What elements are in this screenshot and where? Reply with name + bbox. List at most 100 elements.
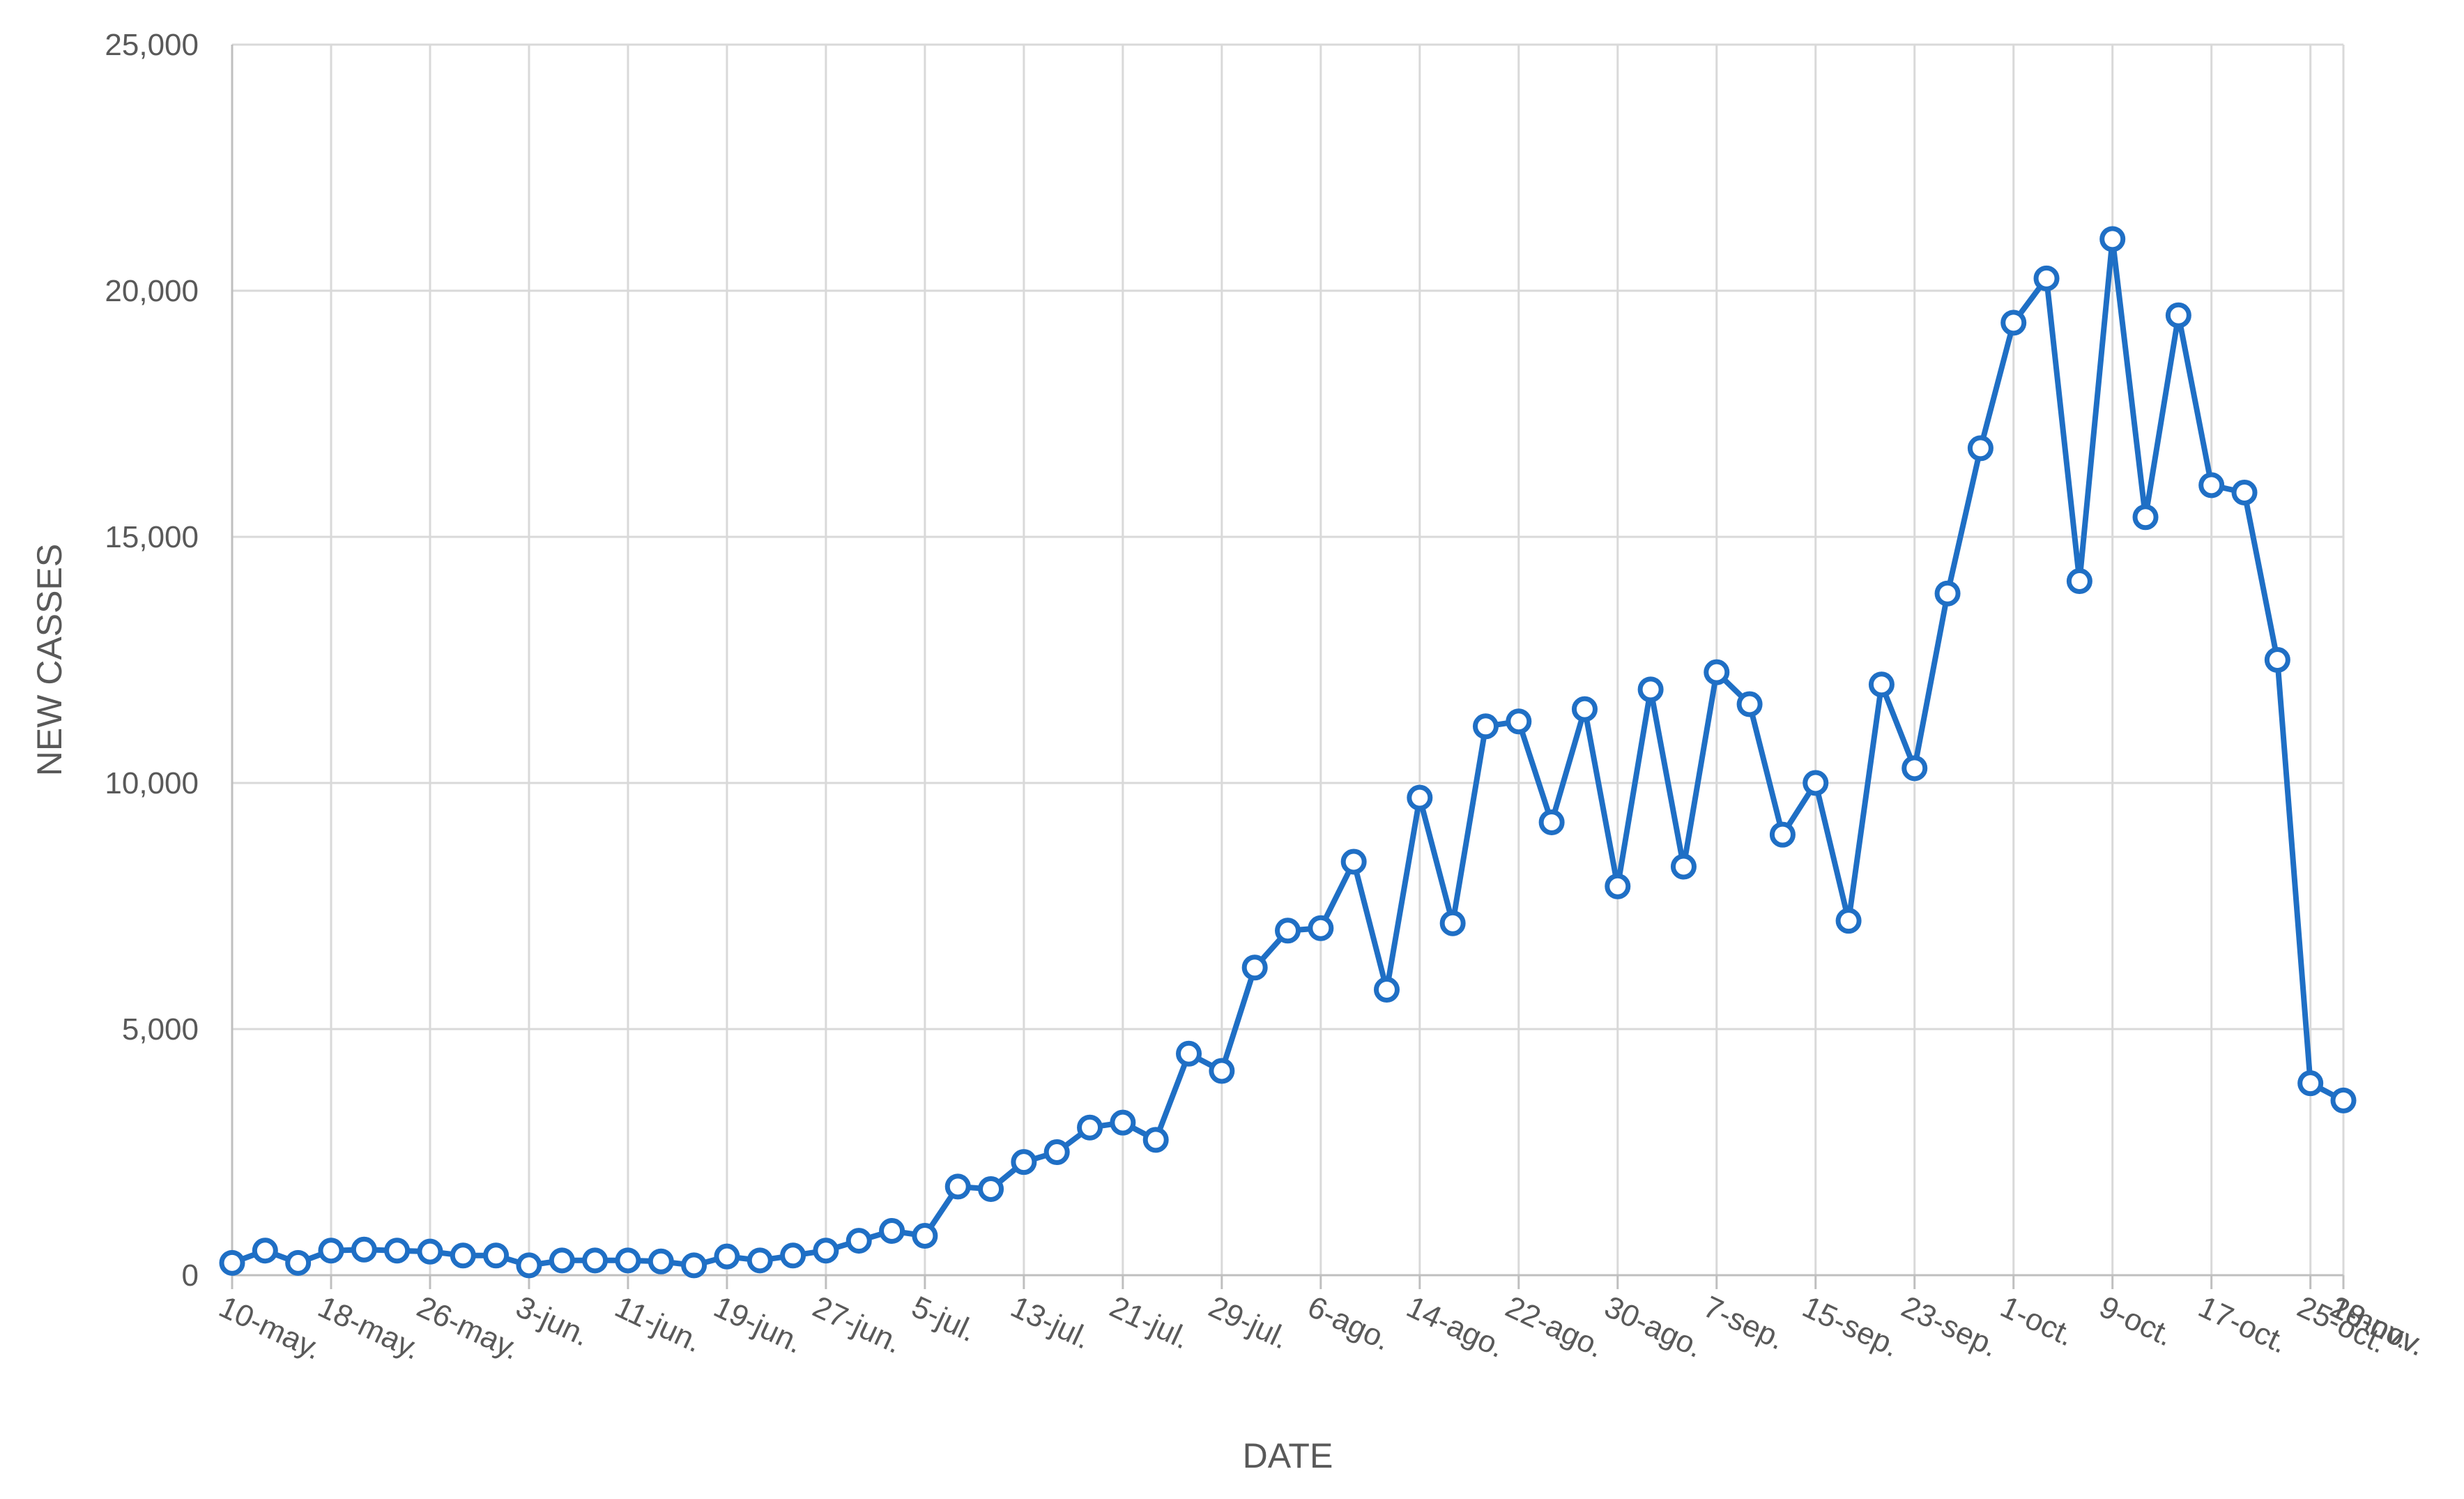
data-point-marker [2000,310,2027,336]
data-point-marker [318,1238,344,1264]
x-tick-label: 6-ago. [1303,1290,1396,1357]
data-point-marker [780,1242,806,1269]
x-tick-label: 9-oct. [2094,1290,2178,1353]
data-point-marker [1571,696,1598,722]
data-point-marker [516,1252,542,1279]
data-point-marker [417,1238,443,1265]
data-point-marker [1605,873,1631,899]
data-point-marker [1506,708,1532,735]
x-tick-label: 22-ago. [1501,1290,1609,1364]
x-tick-label: 23-sep. [1897,1290,2004,1364]
data-point-marker [912,1223,938,1249]
data-point-marker [978,1175,1004,1202]
y-tick-labels: 0 5,000 10,000 15,000 20,000 25,000 [105,28,199,1293]
data-point-marker [714,1243,740,1270]
x-tick-label: 3-jun. [511,1290,595,1353]
y-axis-title: NEW CASSES [30,544,69,776]
data-point-marker [2165,302,2191,328]
x-tick-label: 14-ago. [1402,1290,1510,1364]
data-point-marker [1934,580,1961,607]
data-point-marker [1439,910,1466,936]
data-point-marker [1407,784,1433,811]
x-tick-label: 1-oct. [1995,1290,2079,1353]
data-point-marker [1340,849,1367,875]
x-tick-label: 30-ago. [1600,1290,1708,1364]
x-tick-label: 10-may. [214,1290,327,1367]
data-point-marker [1670,853,1697,880]
data-point-marker [1472,713,1499,740]
data-point-marker [615,1247,641,1274]
data-point-marker [2264,647,2290,673]
data-point-marker [1176,1040,1202,1067]
data-point-marker [2099,226,2126,252]
data-point-marker [1241,954,1268,981]
data-point-marker [1736,691,1763,717]
data-point-marker [483,1242,510,1269]
x-tick-label: 15-sep. [1798,1290,1905,1364]
data-point-marker [351,1236,377,1263]
data-point-marker [1373,977,1400,1003]
data-point-marker [1901,755,1928,782]
y-tick-label: 15,000 [105,520,199,554]
data-point-marker [1275,918,1301,944]
x-tick-label: 27-jun. [808,1290,908,1360]
data-point-marker [582,1247,609,1274]
x-tick-label: 18-may. [313,1290,426,1367]
data-point-marker [450,1242,476,1269]
data-point-marker [1967,435,1994,462]
data-point-marker [2330,1087,2357,1113]
y-tick-label: 5,000 [122,1012,199,1047]
x-tick-label: 17-oct. [2193,1290,2293,1360]
y-tick-label: 20,000 [105,274,199,308]
data-point-marker [549,1247,575,1274]
data-point-marker [1868,671,1895,698]
data-point-marker [2033,265,2060,291]
x-tick-label: 21-jul. [1105,1290,1195,1356]
data-point-marker [747,1247,773,1274]
data-point-marker [1637,676,1664,703]
series-line [229,236,2346,1268]
data-point-marker [1110,1109,1136,1136]
data-point-marker [252,1238,278,1264]
data-point-marker [648,1248,674,1274]
data-point-marker [1803,770,1829,796]
series-new-cases [219,226,2357,1279]
data-point-marker [1077,1114,1103,1141]
data-point-marker [1835,908,1862,934]
data-point-marker [219,1249,245,1276]
x-tick-label: 13-jul. [1006,1290,1096,1356]
x-tick-label: 11-jun. [610,1290,707,1360]
data-point-marker [1043,1139,1070,1165]
x-tick-label: 7-sep. [1699,1290,1791,1357]
data-point-marker [1538,809,1565,835]
data-point-marker [2066,568,2092,595]
data-point-marker [285,1249,312,1276]
data-point-marker [944,1173,971,1200]
data-point-marker [1769,821,1796,848]
y-tick-label: 10,000 [105,766,199,800]
data-point-marker [1209,1058,1235,1084]
x-tick-labels: 10-may.18-may.26-may.3-jun. 11-jun. 19-jun… [214,1290,2431,1367]
x-axis-title: DATE [1243,1436,1333,1475]
data-point-marker [879,1217,905,1244]
data-point-marker [1308,915,1334,941]
data-point-marker [845,1228,872,1254]
data-point-marker [2132,504,2159,531]
y-tick-label: 25,000 [105,28,199,62]
x-tick-label: 26-may. [412,1290,525,1367]
data-point-marker [2198,472,2225,499]
data-point-marker [2297,1070,2324,1097]
x-tick-label: 19-jun. [709,1290,809,1360]
data-point-marker [2231,479,2258,505]
data-point-marker [1142,1127,1169,1153]
data-point-marker [384,1238,411,1264]
data-point-marker [813,1238,839,1264]
data-point-marker [1011,1149,1037,1175]
x-tick-label: 29-jul. [1204,1290,1294,1356]
x-tick-label: 5-jul. [907,1290,981,1349]
y-tick-label: 0 [182,1258,199,1293]
axes [231,45,2345,1289]
data-point-marker [1704,659,1730,685]
